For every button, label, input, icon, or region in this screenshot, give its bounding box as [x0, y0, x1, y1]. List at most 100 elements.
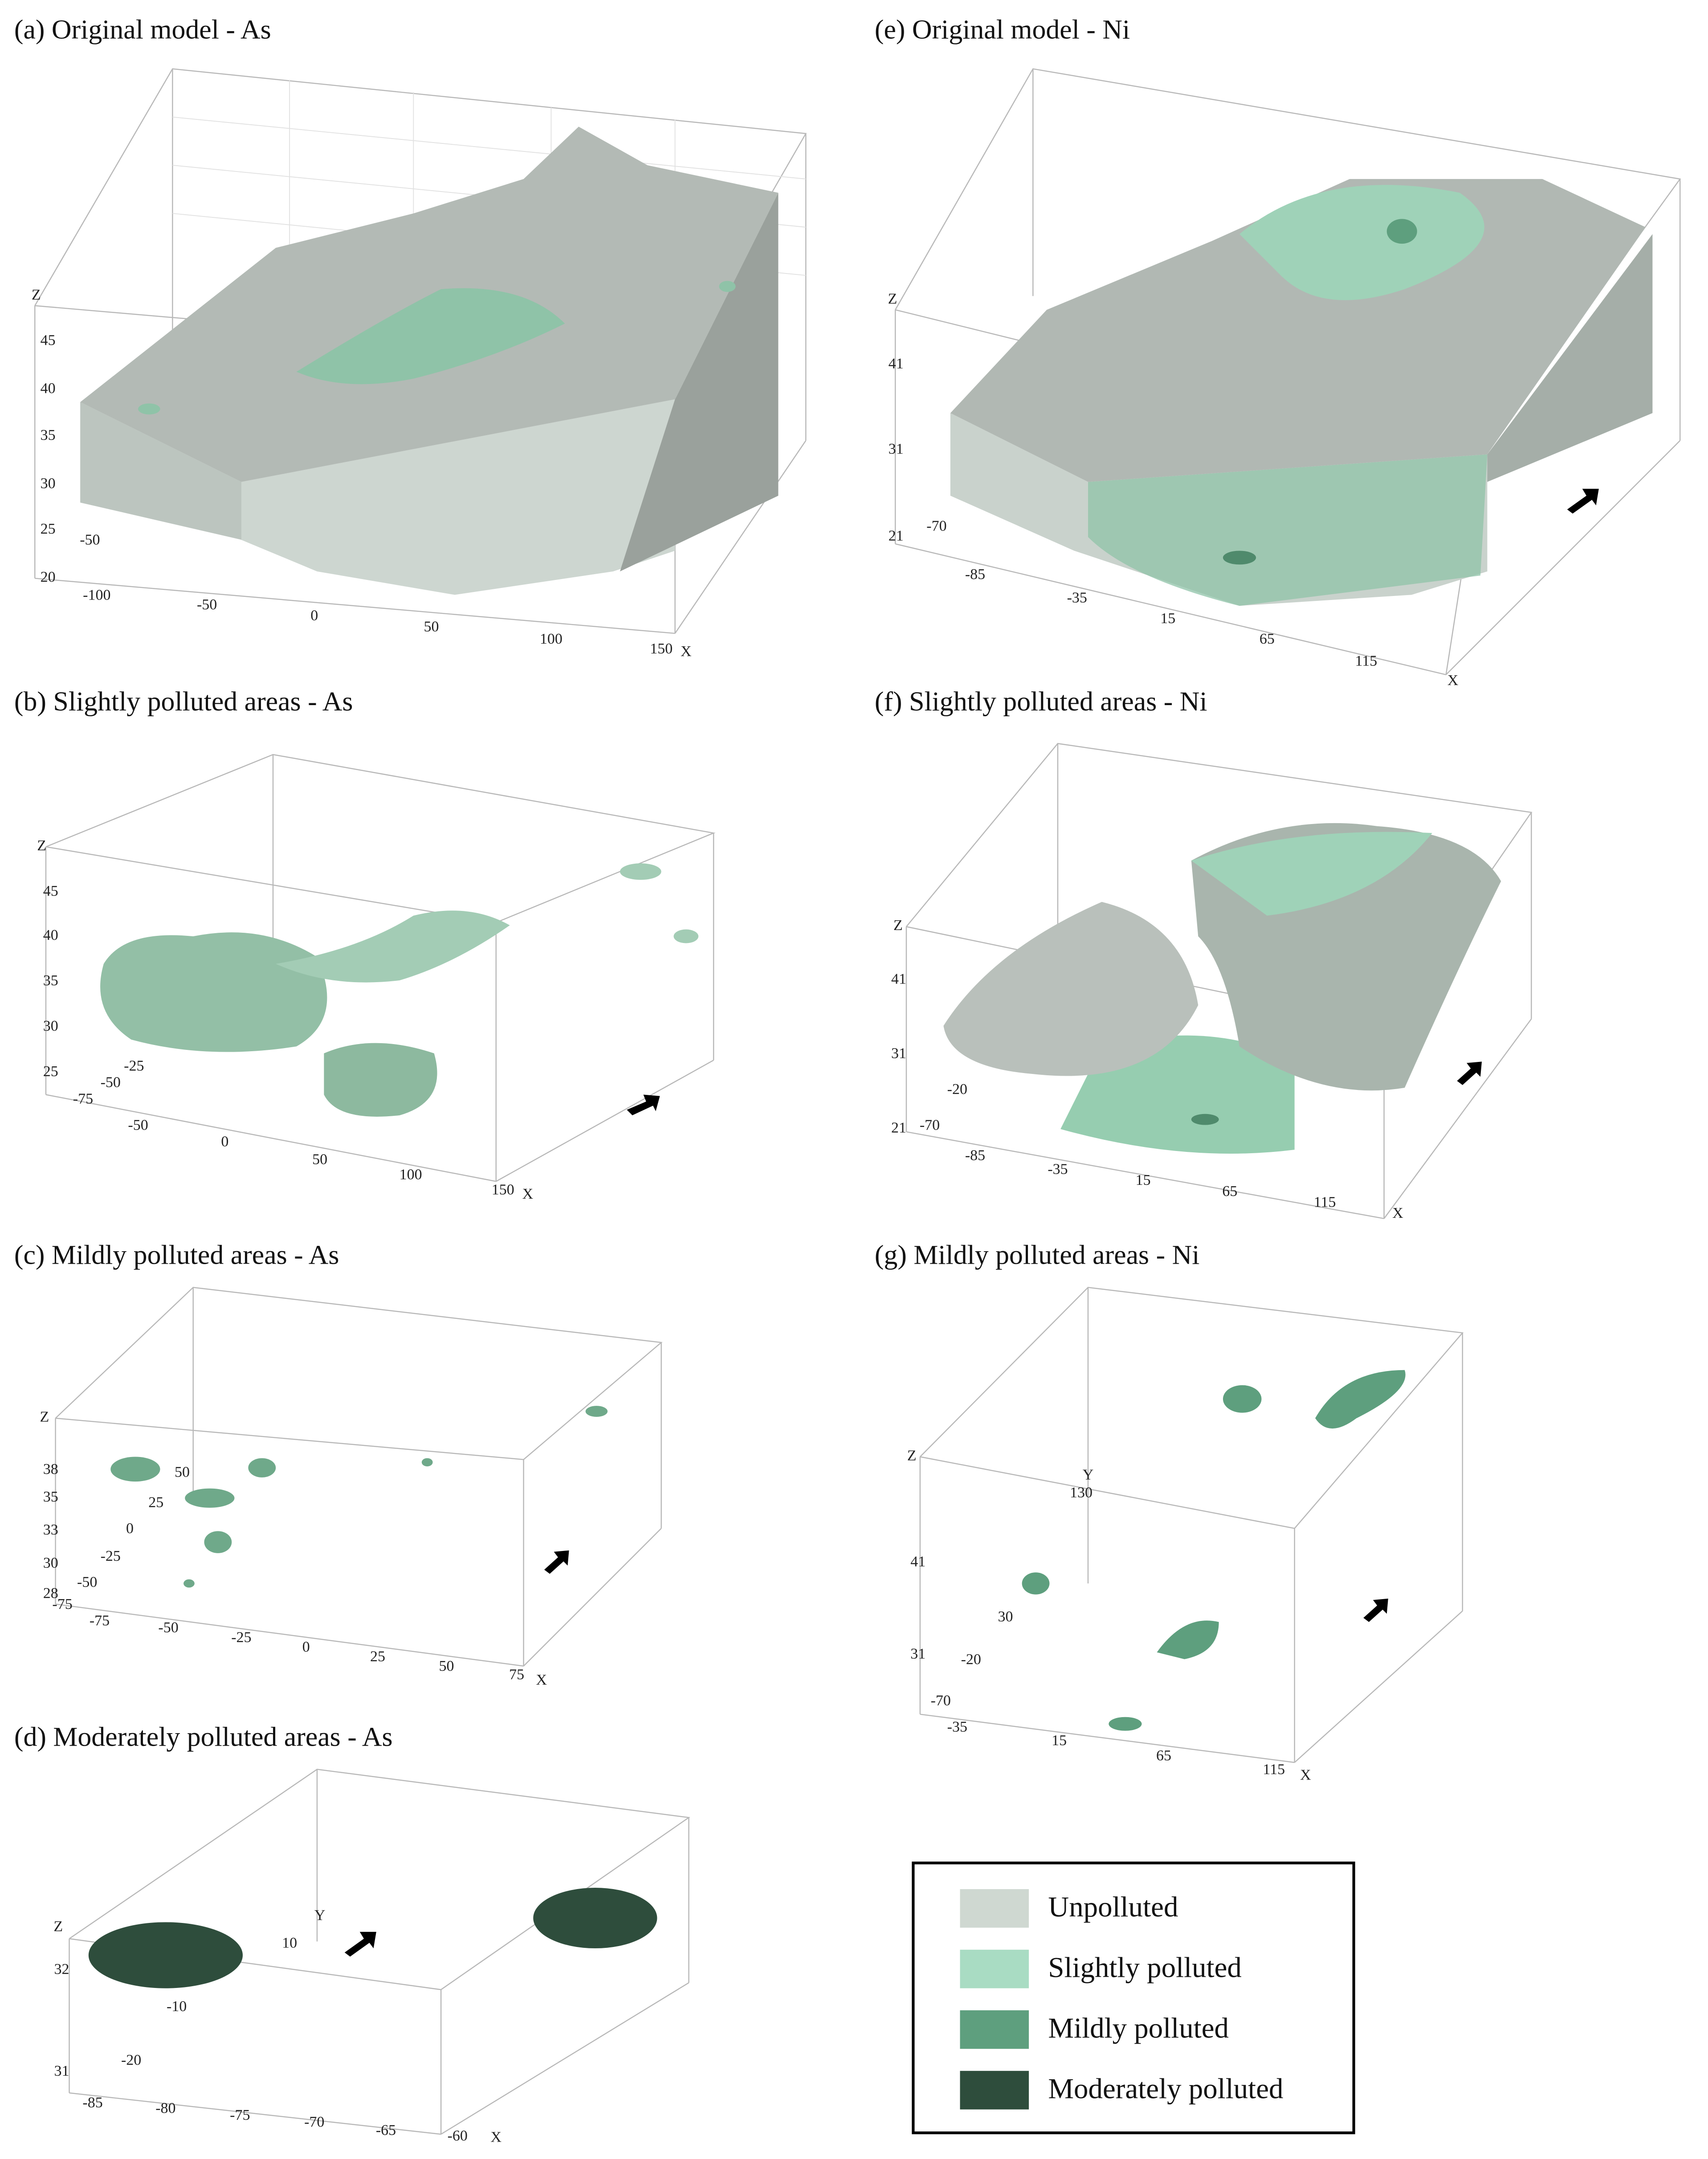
z-tick-label: 21	[891, 1120, 906, 1136]
z-tick-label: 31	[54, 2063, 69, 2079]
y-tick-label: -10	[167, 1998, 187, 2015]
y-tick-label: 25	[148, 1494, 163, 1510]
panel-title: (e) Original model - Ni	[875, 15, 1130, 45]
panel-d-box	[69, 1768, 690, 2135]
x-label: X	[491, 2129, 502, 2145]
z-tick-label: 45	[41, 332, 56, 348]
x-tick-label: 115	[1355, 653, 1378, 669]
z-tick-label: 41	[910, 1553, 925, 1570]
y-tick-label: -25	[101, 1548, 121, 1564]
z-tick-label: 30	[43, 1018, 58, 1034]
x-tick-label: 150	[650, 641, 673, 657]
z-tick-label: 38	[43, 1461, 58, 1477]
x-tick-label: 15	[1052, 1732, 1067, 1749]
x-tick-label: 0	[221, 1133, 228, 1150]
x-label: X	[681, 643, 692, 660]
x-label: X	[522, 1186, 534, 1202]
x-tick-label: 65	[1260, 631, 1275, 647]
z-tick-label: 25	[41, 521, 56, 537]
z-tick-label: 40	[43, 927, 58, 943]
z-label: Z	[37, 837, 46, 854]
legend-swatch	[960, 2071, 1029, 2110]
x-tick-label: -25	[231, 1629, 251, 1645]
panel-a-model	[80, 127, 779, 595]
z-label: Z	[40, 1409, 49, 1425]
x-tick-label: -80	[155, 2100, 175, 2117]
y-tick-label: -50	[101, 1074, 121, 1091]
panel-c-box	[55, 1286, 663, 1667]
y-label: Y	[314, 1907, 326, 1924]
z-label: Z	[893, 917, 903, 934]
z-tick-label: 31	[889, 441, 904, 457]
x-tick-label: -35	[1067, 589, 1087, 606]
panel-title: (c) Mildly polluted areas - As	[14, 1240, 339, 1270]
y-tick-label: 0	[126, 1520, 134, 1537]
z-tick-label: 35	[43, 972, 58, 989]
x-tick-label: -85	[965, 566, 985, 583]
y-tick-label: -50	[80, 532, 100, 548]
panel-f-box	[905, 743, 1533, 1219]
panel-c-blobs	[110, 1406, 608, 1588]
y-tick-label: -50	[77, 1574, 97, 1591]
z-tick-label: 31	[910, 1645, 925, 1662]
x-tick-label: 15	[1160, 610, 1175, 627]
z-tick-label: 25	[43, 1063, 58, 1080]
x-tick-label: -50	[197, 596, 217, 613]
x-tick-label: 75	[509, 1666, 524, 1683]
x-tick-label: 50	[439, 1658, 454, 1674]
x-tick-label: -100	[83, 587, 110, 603]
z-tick-label: 40	[41, 380, 56, 397]
x-tick-label: 0	[302, 1639, 310, 1655]
legend-label: Mildly polluted	[1048, 2012, 1229, 2044]
y-tick-label: -75	[52, 1596, 72, 1612]
z-tick-label: 35	[41, 427, 56, 444]
y-tick-label: -70	[920, 1117, 940, 1133]
x-label: X	[536, 1672, 547, 1688]
x-tick-label: 150	[492, 1182, 514, 1198]
y-tick-label: -70	[931, 1693, 951, 1709]
panel-title: (d) Moderately polluted areas - As	[14, 1722, 393, 1752]
y-label: Y	[1083, 1467, 1094, 1483]
z-tick-label: 30	[41, 475, 56, 492]
panel-title: (g) Mildly polluted areas - Ni	[875, 1240, 1200, 1270]
legend: Unpolluted Slightly polluted Mildly poll…	[912, 1861, 1355, 2135]
x-tick-label: -50	[158, 1620, 178, 1636]
y-tick-label: -75	[73, 1091, 93, 1107]
y-tick-label: -25	[124, 1057, 144, 1074]
panel-b-blobs	[100, 863, 699, 1117]
z-tick-label: 28	[43, 1585, 58, 1601]
x-tick-label: -35	[947, 1718, 967, 1735]
legend-label: Moderately polluted	[1048, 2073, 1283, 2105]
x-label: X	[1447, 672, 1459, 689]
panel-e-model	[950, 179, 1653, 606]
x-tick-label: 15	[1136, 1172, 1151, 1188]
x-tick-label: -85	[82, 2094, 102, 2111]
x-tick-label: -65	[376, 2122, 396, 2139]
x-tick-label: 25	[370, 1649, 385, 1665]
y-tick-label: 50	[175, 1464, 190, 1480]
z-tick-label: 45	[43, 883, 58, 899]
legend-swatch	[960, 2010, 1029, 2049]
y-tick-label: -20	[121, 2052, 141, 2068]
z-label: Z	[32, 286, 41, 303]
panel-title: (f) Slightly polluted areas - Ni	[875, 686, 1207, 717]
x-tick-label: -75	[90, 1612, 110, 1629]
panel-f-blobs	[943, 823, 1501, 1154]
z-tick-label: 41	[891, 971, 906, 988]
z-tick-label: 32	[54, 1961, 69, 1977]
x-tick-label: 65	[1156, 1747, 1171, 1764]
panel-g-blobs	[1022, 1370, 1406, 1731]
panel-g-box	[919, 1286, 1464, 1763]
x-tick-label: 115	[1314, 1194, 1336, 1211]
panel-d-blobs	[88, 1888, 657, 1988]
x-tick-label: 115	[1263, 1761, 1285, 1778]
x-tick-label: -60	[448, 2127, 468, 2144]
x-label: X	[1300, 1767, 1311, 1783]
x-tick-label: -75	[230, 2107, 250, 2123]
y-tick-label: -70	[926, 518, 946, 535]
x-label: X	[1392, 1205, 1403, 1221]
y-tick-label: 130	[1070, 1485, 1092, 1501]
y-tick-label: 10	[282, 1935, 297, 1951]
